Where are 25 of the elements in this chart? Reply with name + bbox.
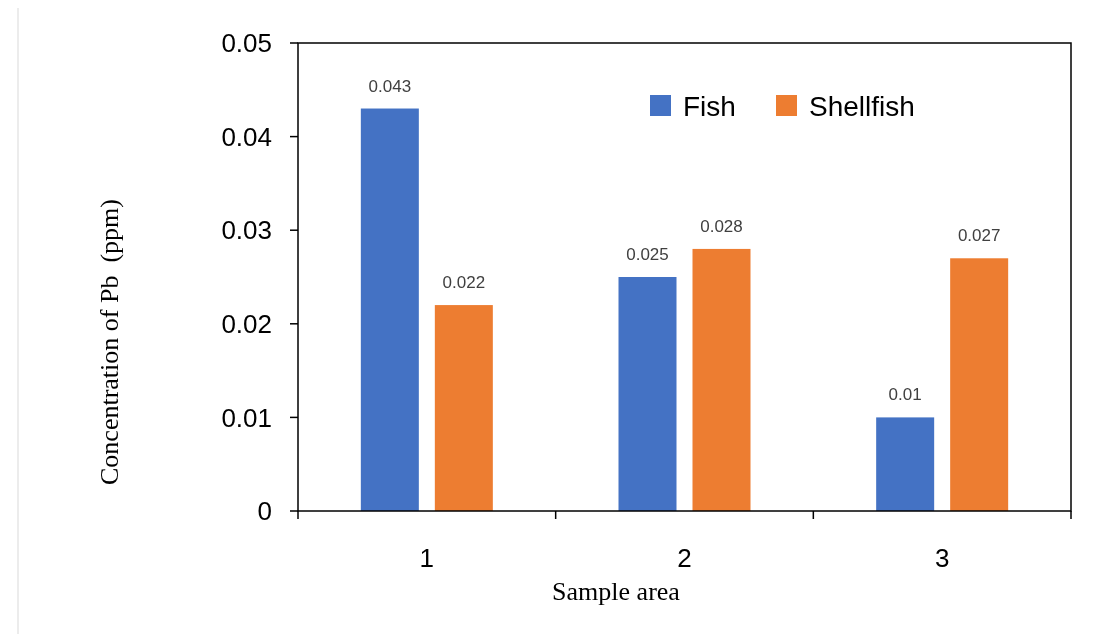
- y-tick-label: 0.02: [221, 308, 272, 339]
- data-label: 0.022: [442, 273, 486, 293]
- x-tick-label: 3: [934, 543, 950, 573]
- bar: [692, 248, 751, 511]
- y-tick-label: 0: [257, 496, 272, 527]
- data-label: 0.025: [626, 245, 669, 264]
- y-axis-title: Concentration of Pb (ppm): [95, 199, 124, 485]
- bar: [360, 108, 419, 511]
- data-label: 0.043: [368, 76, 412, 96]
- data-label: 0.028: [700, 216, 743, 236]
- bar: [618, 277, 677, 511]
- bar: [434, 305, 493, 511]
- data-label: 0.027: [957, 226, 1001, 246]
- data-label: 0.01: [888, 385, 922, 405]
- x-tick-label: 2: [677, 543, 692, 573]
- x-tick-label: 1: [419, 543, 435, 573]
- y-tick-label: 0.03: [221, 215, 272, 246]
- legend-label: Fish: [683, 90, 736, 122]
- legend-label: Shellfish: [809, 90, 915, 122]
- x-axis-title: Sample area: [552, 577, 681, 606]
- bar: [950, 258, 1009, 511]
- y-tick-label: 0.05: [221, 28, 272, 59]
- y-tick-label: 0.04: [221, 121, 272, 152]
- y-tick-label: 0.01: [221, 402, 272, 433]
- bar: [876, 417, 935, 511]
